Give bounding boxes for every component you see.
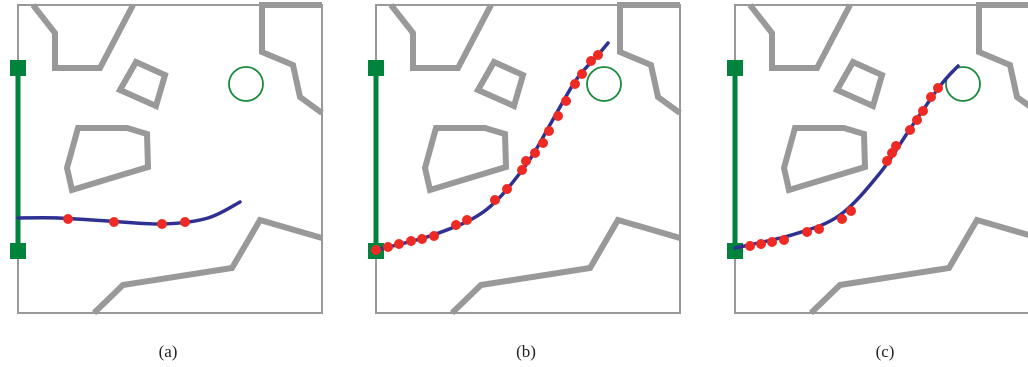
obstacle-top-funnel [747, 3, 853, 71]
start-region-top-marker [10, 60, 26, 76]
waypoint-dot [846, 206, 856, 216]
goal-circle [586, 66, 622, 102]
waypoint-dot [905, 125, 915, 135]
waypoint-dot [586, 56, 596, 66]
panel-caption: (b) [516, 342, 536, 361]
workspace-frame [17, 4, 323, 314]
waypoint-dot [570, 79, 580, 89]
waypoint-dot [814, 224, 824, 234]
waypoint-group [63, 214, 190, 229]
obstacle-center-blob [421, 125, 510, 194]
waypoint-dot [561, 96, 571, 106]
start-region-top-marker [727, 60, 743, 76]
obstacle-bottom-wall [808, 216, 1028, 316]
obstacles [388, 2, 682, 316]
trajectory [374, 41, 610, 252]
waypoint-dot [502, 184, 512, 194]
waypoint-dot [490, 195, 500, 205]
waypoint-dot [394, 239, 404, 249]
waypoint-dot [517, 165, 527, 175]
obstacle-right-wall [259, 2, 324, 116]
waypoint-dot [837, 214, 847, 224]
panel-c: (c) [727, 2, 1028, 361]
waypoint-dot [767, 237, 777, 247]
waypoint-dot [779, 235, 789, 245]
obstacle-right-wall [976, 2, 1028, 109]
waypoint-dot [462, 215, 472, 225]
waypoint-dot [371, 245, 381, 255]
obstacle-center-blob [780, 125, 869, 194]
panel-caption: (a) [159, 342, 178, 361]
waypoint-dot [451, 220, 461, 230]
goal-circle [945, 66, 981, 102]
waypoint-dot [544, 126, 554, 136]
obstacle-small-quad [473, 58, 527, 111]
waypoint-dot [882, 156, 892, 166]
waypoint-dot [429, 231, 439, 241]
obstacles [30, 2, 324, 316]
trajectory [16, 200, 242, 226]
goal-circle [228, 66, 264, 102]
waypoint-dot [521, 156, 531, 166]
waypoint-dot [756, 239, 766, 249]
waypoint-dot [180, 217, 190, 227]
waypoint-dot [802, 227, 812, 237]
waypoint-group [745, 83, 943, 251]
waypoint-dot [538, 138, 548, 148]
obstacle-top-funnel [30, 3, 136, 71]
waypoint-dot [918, 106, 928, 116]
panel-caption: (c) [876, 342, 895, 361]
obstacle-right-wall [617, 2, 682, 116]
waypoint-dot [383, 242, 393, 252]
start-region-bottom-marker [10, 243, 26, 259]
waypoint-dot [933, 83, 943, 93]
waypoint-dot [912, 115, 922, 125]
waypoint-dot [577, 69, 587, 79]
obstacle-top-funnel [388, 3, 494, 71]
waypoint-dot [553, 111, 563, 121]
waypoint-dot [157, 219, 167, 229]
obstacle-small-quad [832, 58, 886, 111]
panel-b: (b) [368, 2, 682, 361]
obstacle-bottom-wall [449, 216, 681, 316]
waypoint-dot [109, 217, 119, 227]
obstacles [747, 2, 1028, 316]
obstacle-bottom-wall [91, 216, 323, 316]
start-region-top-marker [368, 60, 384, 76]
waypoint-dot [417, 234, 427, 244]
waypoint-dot [891, 141, 901, 151]
waypoint-group [371, 50, 603, 255]
obstacle-small-quad [115, 58, 169, 111]
obstacle-center-blob [63, 125, 152, 194]
waypoint-dot [63, 214, 73, 224]
waypoint-dot [406, 236, 416, 246]
waypoint-dot [745, 241, 755, 251]
waypoint-dot [926, 92, 936, 102]
panel-a: (a) [10, 2, 324, 361]
waypoint-dot [530, 148, 540, 158]
waypoint-dot [593, 50, 603, 60]
